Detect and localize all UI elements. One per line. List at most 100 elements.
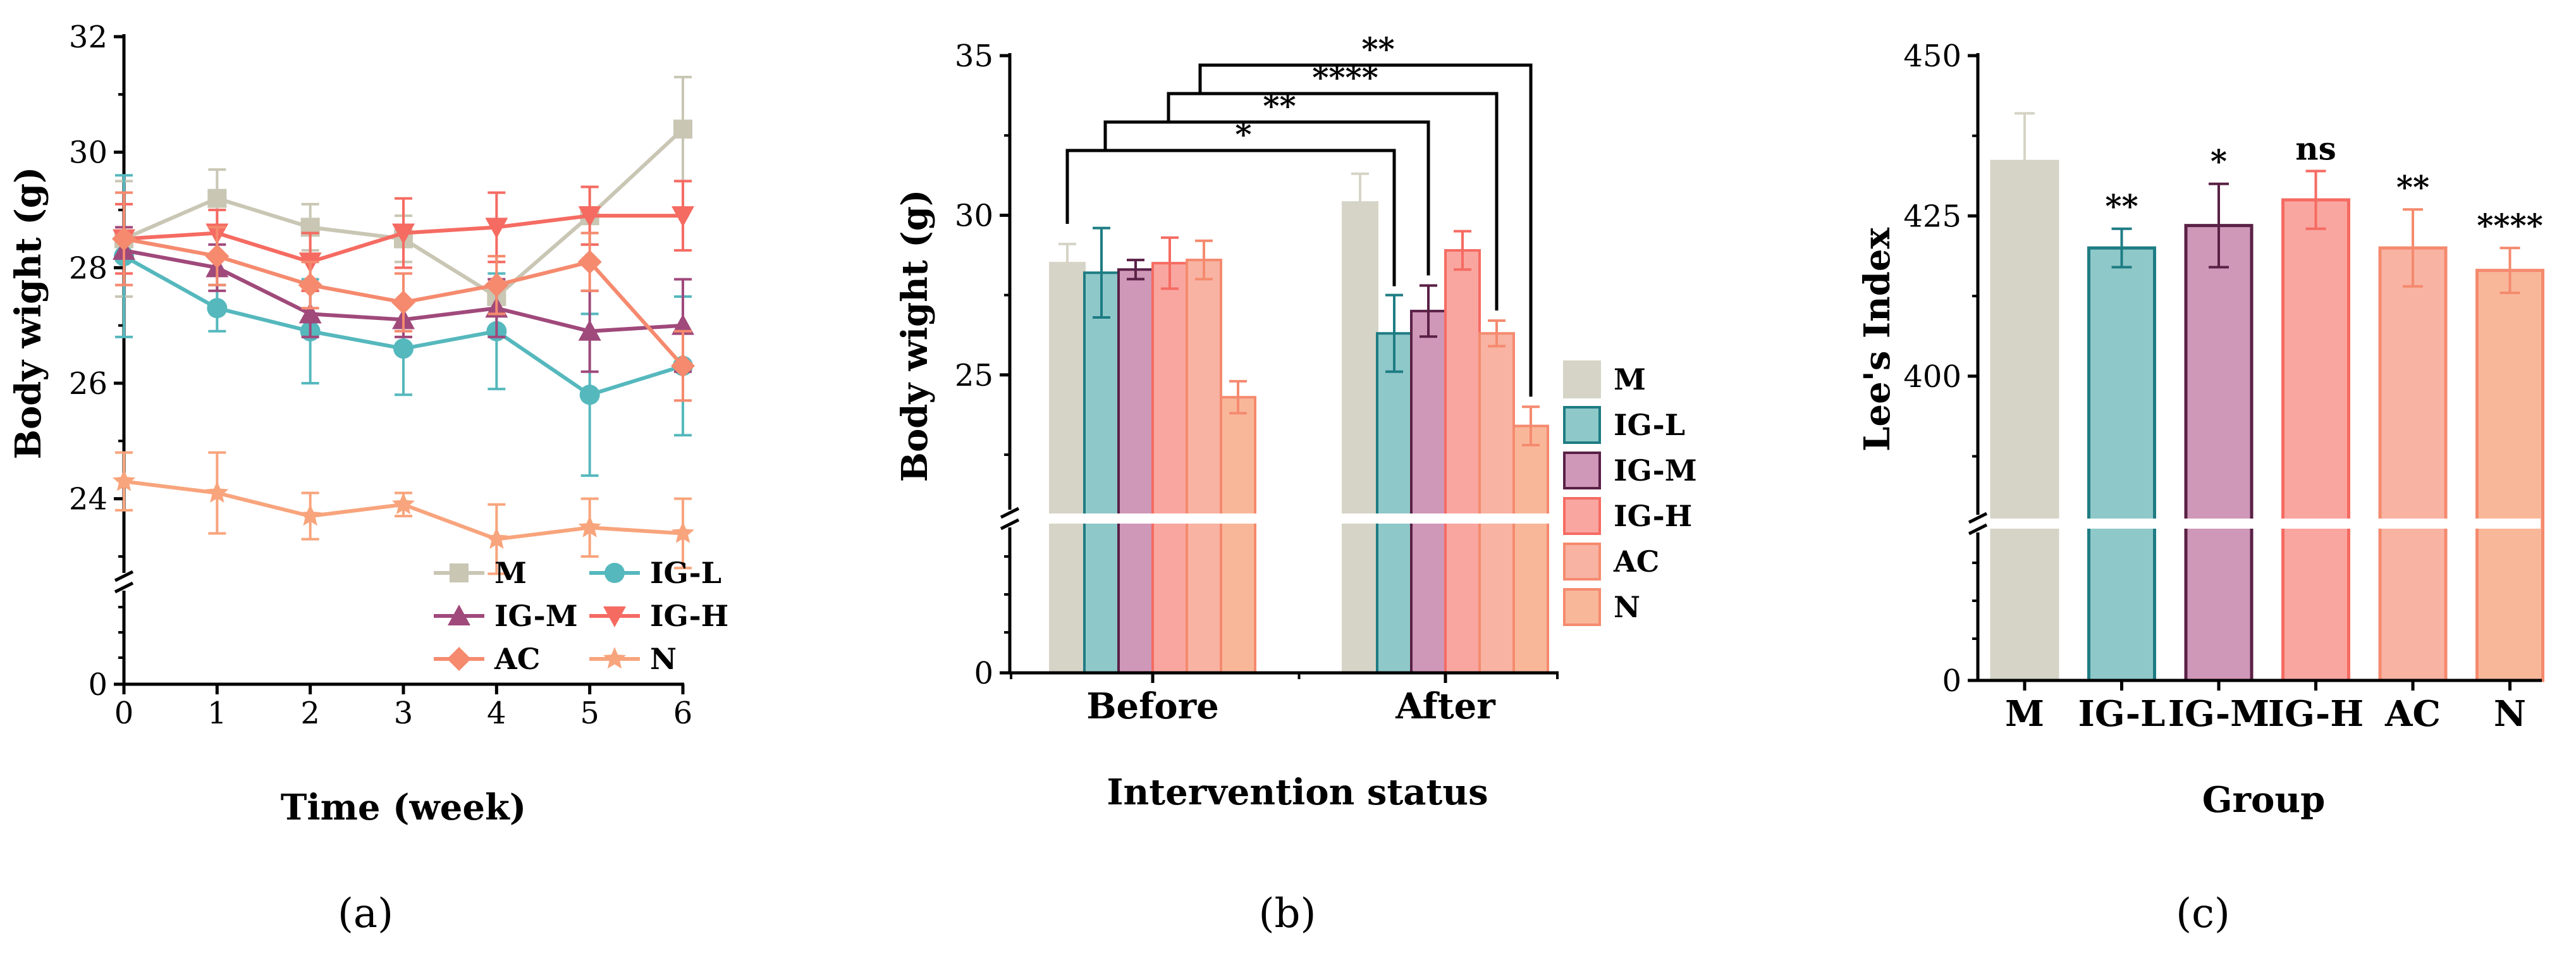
bar-ig-h-after <box>1444 249 1481 674</box>
y-tick-label: 0 <box>88 667 107 703</box>
y-axis-break-mark-top <box>1000 507 1020 519</box>
x-tick-label: IG-M <box>2168 693 2269 735</box>
data-point-n <box>391 492 415 515</box>
panel-label-c: (c) <box>2176 890 2230 937</box>
y-axis-break-mark-top <box>114 570 134 582</box>
significance-label: ** <box>2105 188 2138 225</box>
x-tick-label: 4 <box>487 696 506 731</box>
significance-brackets: ********* <box>1065 30 1533 397</box>
data-point-ac <box>298 273 322 297</box>
data-point-ig-h <box>578 206 601 228</box>
data-point-ac <box>112 226 136 251</box>
legend: M IG-L IG-M IG-H AC N <box>1563 360 1697 626</box>
panel-b-bar-chart: 0 25 30 35 Before After Intervention status Bod… <box>894 30 1697 937</box>
y-axis-title: Body wight (g) <box>894 190 936 482</box>
legend-swatch-n <box>1563 588 1601 626</box>
data-point-ig-h <box>392 223 415 245</box>
legend-label: IG-L <box>650 556 721 590</box>
bar-m <box>1990 159 2059 682</box>
y-tick-label: 24 <box>69 482 107 517</box>
x-axis-title: Group <box>2202 779 2326 821</box>
significance-label: ns <box>2295 130 2336 167</box>
legend-label: N <box>650 642 677 676</box>
panel-label-a: (a) <box>338 890 393 937</box>
data-point-ac <box>391 290 415 315</box>
x-tick-label: 3 <box>394 696 414 731</box>
y-tick-label: 0 <box>974 656 993 691</box>
data-point-ig-m <box>578 319 601 341</box>
y-tick-label: 30 <box>69 135 107 171</box>
data-point-n <box>112 469 136 491</box>
y-tick-label: 32 <box>69 20 107 55</box>
y-tick-label: 400 <box>1903 359 1961 395</box>
x-tick-label: M <box>2005 693 2044 735</box>
legend-label: IG-H <box>650 599 728 633</box>
data-point-m <box>673 120 692 139</box>
significance-bracket <box>1065 149 1396 286</box>
data-point-ig-h <box>485 218 508 239</box>
bar-n-after <box>1512 424 1549 674</box>
data-point-n <box>671 521 695 543</box>
bar-ig-l <box>2087 246 2156 682</box>
y-axis-break-mark-bottom <box>1968 523 1988 536</box>
legend-swatch-ig-l <box>1563 406 1601 444</box>
bar-m-after <box>1342 201 1378 674</box>
x-tick-label: AC <box>2384 693 2441 735</box>
significance-label: ** <box>1361 30 1394 68</box>
panel-a-line-chart: 0 24 26 28 30 32 0 1 2 3 4 5 6 Time (week) Body wight … <box>8 20 728 937</box>
y-tick-label: 35 <box>955 39 993 74</box>
legend-marker-n <box>603 647 627 669</box>
legend-swatch-ig-h <box>1563 497 1601 535</box>
bar-ig-l-after <box>1376 332 1413 674</box>
data-point-n <box>205 481 229 503</box>
bar-ig-m <box>2184 224 2254 682</box>
x-tick-label: IG-H <box>2268 693 2364 735</box>
bar-n <box>2475 269 2544 682</box>
data-point-ac <box>671 353 695 378</box>
legend-label: IG-M <box>494 599 578 633</box>
legend-label: IG-L <box>1614 408 1685 442</box>
series-n <box>112 451 695 575</box>
x-tick-label: IG-L <box>2078 693 2166 735</box>
y-tick-label: 28 <box>69 250 107 286</box>
panel-c-bar-chart: M ** IG-L * IG-M ns IG-H ** AC **** N 0 400 425 450 Gro… <box>1856 39 2544 937</box>
x-axis-title: Time (week) <box>281 787 527 828</box>
data-point-ac <box>205 244 230 269</box>
legend-label: M <box>494 556 527 590</box>
x-tick-label: 0 <box>114 696 134 731</box>
y-axis-title: Body wight (g) <box>8 167 49 460</box>
legend-marker-ig-h <box>603 606 626 627</box>
series-ac <box>112 191 695 402</box>
bar-n-before <box>1220 396 1256 674</box>
axis-break-band <box>1977 519 2541 529</box>
data-point-ig-l <box>393 338 414 359</box>
legend-swatch-m <box>1563 360 1601 398</box>
y-tick-label: 30 <box>955 198 993 233</box>
legend-label: N <box>1614 590 1640 624</box>
legend-swatch-ac <box>1563 543 1601 581</box>
axis-break-band <box>1009 513 1557 524</box>
x-tick-label: 2 <box>300 696 320 731</box>
significance-bracket <box>1198 63 1533 397</box>
bar-ig-l-before <box>1083 271 1120 674</box>
y-tick-label: 450 <box>1903 39 1961 74</box>
legend-marker-m <box>450 563 469 582</box>
data-point-m <box>207 188 227 208</box>
significance-bracket <box>1167 92 1499 311</box>
y-axis-break-mark-bottom <box>114 581 134 594</box>
y-axis-title: Lee's Index <box>1856 227 1898 451</box>
data-point-ig-m <box>298 302 322 324</box>
bar-ig-m-before <box>1117 268 1154 674</box>
significance-bracket <box>1103 120 1430 276</box>
x-tick-label: 5 <box>580 696 599 731</box>
legend-marker-ig-m <box>448 605 470 625</box>
x-tick-label: N <box>2494 693 2526 735</box>
y-tick-label: 425 <box>1903 199 1961 234</box>
legend: M IG-L IG-M IG-H AC N <box>434 556 728 676</box>
bar-ac <box>2378 246 2448 682</box>
legend-label: AC <box>494 642 540 676</box>
bar-ac-after <box>1478 332 1515 674</box>
y-axis-break-mark-bottom <box>1000 518 1020 531</box>
data-point-n <box>578 515 601 538</box>
